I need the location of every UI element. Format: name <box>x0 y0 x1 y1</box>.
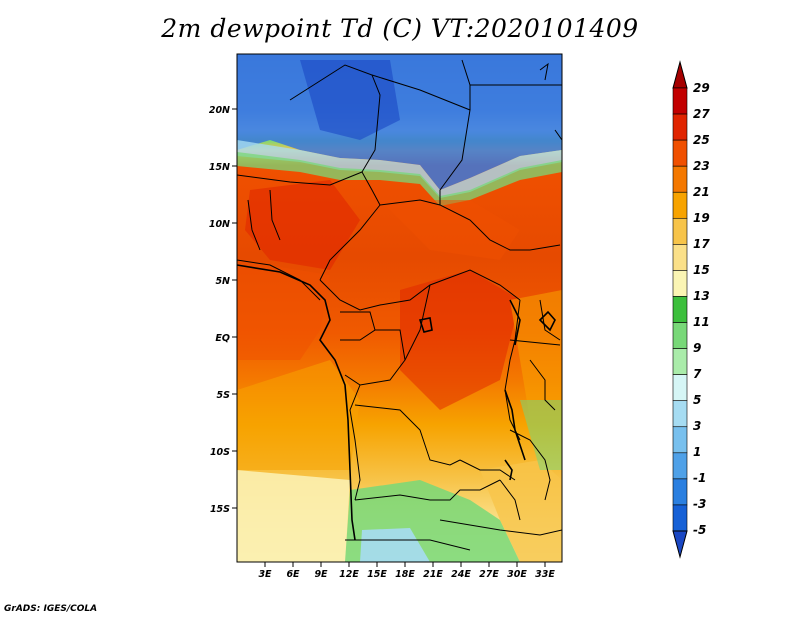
lon-label-27e: 27E <box>479 569 499 580</box>
colorbar-label-minus5: -5 <box>693 523 706 537</box>
colorbar-band <box>672 478 688 506</box>
colorbar-label-1: 1 <box>693 445 701 459</box>
colorbar-bottom-arrow <box>672 530 688 559</box>
lon-label-12e: 12E <box>339 569 359 580</box>
grads-credit: GrADS: IGES/COLA <box>4 604 98 614</box>
colorbar-band <box>672 504 688 532</box>
colorbar-bands <box>672 87 688 532</box>
map-frame <box>236 53 563 563</box>
lon-label-24e: 24E <box>451 569 471 580</box>
lat-label-eq: EQ <box>215 333 230 344</box>
colorbar-label-3: 3 <box>693 419 701 433</box>
colorbar-label-minus1: -1 <box>693 471 706 485</box>
country-boundaries <box>237 59 562 551</box>
colorbar-label-9: 9 <box>693 341 701 355</box>
colorbar-band <box>672 113 688 141</box>
colorbar-band <box>672 165 688 193</box>
colorbar-band <box>672 139 688 167</box>
colorbar-label-minus3: -3 <box>693 497 706 511</box>
lon-label-9e: 9E <box>314 569 328 580</box>
colorbar-labels: 29 27 25 23 21 19 17 15 13 11 9 7 5 3 1 … <box>693 81 710 537</box>
colorbar-band <box>672 374 688 402</box>
lon-label-30e: 30E <box>507 569 527 580</box>
latitude-axis: 20N 15N 10N 5N EQ 5S 10S 15S <box>209 105 237 515</box>
colorbar-label-5: 5 <box>693 393 701 407</box>
colorbar-band <box>672 191 688 219</box>
lat-label-15n: 15N <box>209 162 230 173</box>
lat-label-20n: 20N <box>209 105 230 116</box>
colorbar-label-19: 19 <box>693 211 710 225</box>
lat-label-15s: 15S <box>210 504 230 515</box>
colorbar-label-29: 29 <box>693 81 710 95</box>
lon-label-3e: 3E <box>258 569 272 580</box>
colorbar-label-25: 25 <box>693 133 710 147</box>
coastlines-and-lakes <box>237 264 556 541</box>
lon-label-21e: 21E <box>423 569 443 580</box>
colorbar-band <box>672 400 688 428</box>
lat-label-5s: 5S <box>217 390 231 401</box>
colorbar-band <box>672 322 688 349</box>
colorbar-band <box>672 426 688 454</box>
lat-label-10n: 10N <box>209 219 230 230</box>
colorbar: 29 27 25 23 21 19 17 15 13 11 9 7 5 3 1 … <box>672 60 710 559</box>
colorbar-label-27: 27 <box>693 107 710 121</box>
lon-label-33e: 33E <box>535 569 555 580</box>
longitude-axis: 3E 6E 9E 12E 15E 18E 21E 24E 27E 30E 33E <box>258 562 555 580</box>
dewpoint-field <box>237 54 562 562</box>
map-title: 2m dewpoint Td (C) VT:2020101409 <box>161 14 639 43</box>
colorbar-label-23: 23 <box>693 159 710 173</box>
colorbar-band <box>672 87 688 115</box>
colorbar-label-17: 17 <box>693 237 710 251</box>
lon-label-6e: 6E <box>286 569 300 580</box>
colorbar-band <box>672 217 688 245</box>
colorbar-top-arrow <box>672 60 688 89</box>
lat-label-5n: 5N <box>215 276 230 287</box>
colorbar-label-13: 13 <box>693 289 710 303</box>
colorbar-band <box>672 270 688 297</box>
colorbar-band <box>672 296 688 323</box>
colorbar-band <box>672 452 688 480</box>
colorbar-label-15: 15 <box>693 263 710 277</box>
colorbar-label-11: 11 <box>693 315 710 329</box>
colorbar-label-7: 7 <box>693 367 702 381</box>
lat-label-10s: 10S <box>210 447 230 458</box>
lon-label-18e: 18E <box>395 569 415 580</box>
colorbar-band <box>672 244 688 271</box>
lon-label-15e: 15E <box>367 569 387 580</box>
colorbar-band <box>672 348 688 375</box>
colorbar-label-21: 21 <box>693 185 710 199</box>
